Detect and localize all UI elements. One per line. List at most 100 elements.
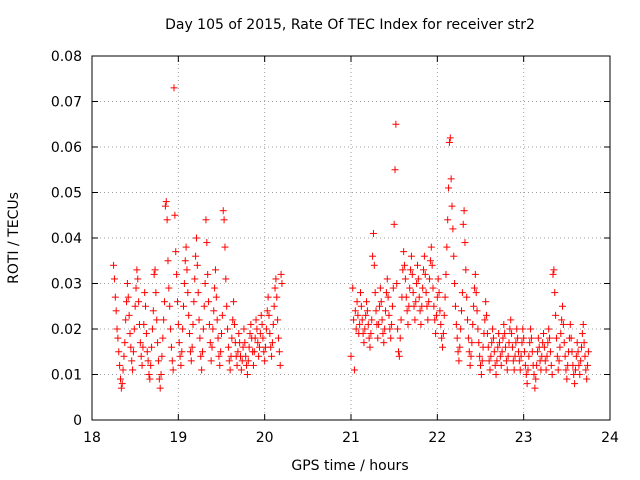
data-point <box>494 343 502 351</box>
data-point <box>205 320 213 328</box>
data-point <box>129 348 137 356</box>
data-point <box>356 320 364 328</box>
data-point <box>571 380 579 388</box>
data-point <box>486 366 494 374</box>
data-point <box>228 334 236 342</box>
data-point <box>455 357 463 365</box>
axis-ticks: 18 19 20 21 22 23 24 0 0.01 0.02 0.03 0.04 0.05 0.06 0… <box>51 49 619 446</box>
data-point <box>582 366 590 374</box>
data-point <box>190 298 198 306</box>
data-point <box>498 348 506 356</box>
data-point <box>477 371 485 378</box>
data-point <box>454 348 462 356</box>
data-point <box>378 316 386 324</box>
data-point <box>541 357 549 365</box>
data-point <box>177 361 185 369</box>
data-point <box>395 352 403 360</box>
data-point <box>429 284 437 292</box>
data-point <box>240 325 248 333</box>
data-point <box>225 357 233 365</box>
data-point <box>558 316 566 324</box>
x-tick-label: 24 <box>601 430 619 446</box>
data-point <box>270 302 278 310</box>
data-point <box>408 270 416 278</box>
data-point <box>394 348 402 356</box>
data-point <box>409 289 417 297</box>
data-point <box>457 325 465 333</box>
data-point <box>352 325 360 333</box>
data-point <box>549 270 557 278</box>
data-point <box>439 330 447 338</box>
data-point <box>116 361 124 369</box>
data-point <box>147 361 155 369</box>
data-point <box>562 366 570 374</box>
data-point <box>175 339 183 347</box>
data-point <box>576 371 584 378</box>
data-point <box>269 320 277 328</box>
data-point <box>431 316 439 324</box>
data-point <box>368 316 376 324</box>
data-point <box>154 339 162 347</box>
data-point <box>173 270 181 278</box>
y-tick-label: 0.07 <box>51 95 82 111</box>
data-point <box>557 330 565 338</box>
data-point <box>146 375 154 383</box>
data-point <box>463 293 471 301</box>
data-point <box>367 330 375 338</box>
data-point <box>350 366 358 374</box>
data-point <box>356 289 364 297</box>
data-point <box>563 375 571 383</box>
data-point <box>169 366 177 374</box>
data-point <box>503 366 511 374</box>
data-point <box>153 316 161 324</box>
data-point <box>172 248 180 256</box>
y-tick-label: 0.04 <box>51 231 82 247</box>
data-point <box>148 343 156 351</box>
data-point <box>233 361 241 369</box>
data-point <box>542 366 550 374</box>
data-point <box>371 289 379 297</box>
data-point <box>546 334 554 342</box>
data-point <box>386 325 394 333</box>
data-point <box>244 357 252 365</box>
data-point <box>230 298 238 306</box>
data-point <box>489 325 497 333</box>
data-point <box>461 239 469 247</box>
data-point <box>250 348 258 356</box>
data-point <box>184 289 192 297</box>
data-point <box>401 261 409 269</box>
data-point <box>372 307 380 315</box>
data-point <box>159 334 167 342</box>
data-point <box>440 311 448 319</box>
data-point <box>365 334 373 342</box>
data-point <box>276 361 284 369</box>
data-point <box>572 352 580 360</box>
data-point <box>375 302 383 310</box>
data-point <box>157 371 165 378</box>
data-point <box>274 334 282 342</box>
data-point <box>509 357 517 365</box>
data-point <box>581 352 589 360</box>
data-point <box>400 248 408 256</box>
data-point <box>359 330 367 338</box>
data-point <box>363 307 371 315</box>
data-point <box>192 252 200 260</box>
data-point <box>437 320 445 328</box>
data-point <box>464 316 472 324</box>
data-point <box>242 352 250 360</box>
data-point <box>117 384 125 392</box>
data-point <box>523 380 531 388</box>
data-point <box>162 198 170 206</box>
data-point <box>475 339 483 347</box>
data-point <box>136 339 144 347</box>
data-point <box>540 330 548 338</box>
data-point <box>358 316 366 324</box>
data-point <box>482 298 490 306</box>
data-point <box>507 316 515 324</box>
data-point <box>137 352 145 360</box>
data-point <box>436 307 444 315</box>
data-point <box>199 325 207 333</box>
data-point <box>214 334 222 342</box>
data-point <box>465 348 473 356</box>
